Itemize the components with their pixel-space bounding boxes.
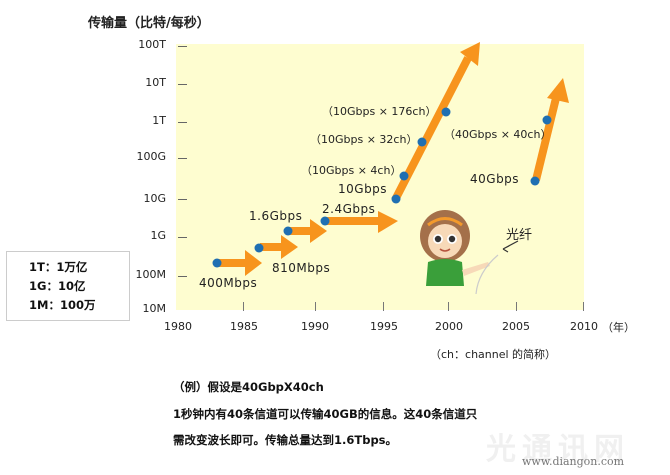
y-tick-mark [178, 237, 187, 238]
example-title: （例）假设是40GbpX40ch [173, 380, 324, 394]
y-tick-mark [178, 122, 187, 123]
watermark-text: 光通讯网 [486, 432, 630, 467]
legend-line-giga: 1G：10亿 [29, 279, 86, 293]
y-tick-label: 10G [143, 192, 166, 205]
x-tick-label: 2005 [502, 320, 530, 333]
x-tick-label: 2010 [570, 320, 598, 333]
y-axis-title: 传输量（比特/每秒） [88, 16, 210, 31]
legend-line-mega: 1M：100万 [29, 298, 96, 312]
wdm-arrow-40g [532, 78, 569, 181]
y-tick-mark [178, 158, 187, 159]
channel-note: （ch：channel 的简称） [430, 348, 557, 361]
y-tick-mark [178, 84, 187, 85]
x-tick-mark [383, 302, 384, 311]
x-axis-unit: （年） [602, 321, 635, 334]
legend-line-tera: 1T：1万亿 [29, 260, 88, 274]
point-label-10gbps-32ch: （10Gbps × 32ch） [310, 133, 418, 146]
point-label-400mbps: 400Mbps [199, 276, 258, 290]
point-label-40gbps-40ch: （40Gbps × 40ch） [444, 128, 552, 141]
x-tick-mark [583, 302, 584, 311]
y-tick-label: 1G [150, 229, 166, 242]
x-tick-mark [315, 302, 316, 311]
girl-character-illustration [420, 210, 519, 295]
x-tick-label: 1980 [164, 320, 192, 333]
y-tick-mark [178, 46, 187, 47]
point-label-1-6gbps: 1.6Gbps [249, 209, 303, 223]
point-label-10gbps: 10Gbps [338, 182, 388, 196]
y-tick-label: 10T [145, 76, 166, 89]
y-tick-mark [178, 276, 187, 277]
data-points [212, 107, 552, 268]
fiber-label: 光纤 [506, 228, 533, 243]
x-tick-mark [243, 302, 244, 311]
point-label-10gbps-4ch: （10Gbps × 4ch） [301, 164, 402, 177]
x-tick-mark [516, 302, 517, 311]
example-line-1: 1秒钟内有40条信道可以传输40GB的信息。这40条信道只 [173, 407, 478, 421]
step-arrows [218, 211, 398, 276]
example-line-2: 需改变波长即可。传输总量达到1.6Tbps。 [173, 433, 398, 447]
y-tick-label: 100T [138, 38, 166, 51]
x-tick-mark [448, 302, 449, 311]
y-tick-label: 10M [142, 302, 167, 315]
point-label-40gbps: 40Gbps [470, 172, 520, 186]
y-tick-label: 100G [136, 150, 166, 163]
y-tick-mark [178, 199, 187, 200]
point-label-2-4gbps: 2.4Gbps [322, 202, 376, 216]
x-tick-label: 1985 [230, 320, 258, 333]
x-tick-label: 2000 [435, 320, 463, 333]
x-tick-label: 1995 [370, 320, 398, 333]
unit-legend: 1T：1万亿 1G：10亿 1M：100万 [6, 251, 130, 321]
x-tick-label: 1990 [301, 320, 329, 333]
point-label-10gbps-176ch: （10Gbps × 176ch） [322, 105, 437, 118]
y-tick-label: 1T [152, 114, 166, 127]
watermark-url: www.diangon.com [522, 455, 625, 468]
y-tick-label: 100M [135, 268, 167, 281]
point-label-810mbps: 810Mbps [272, 261, 331, 275]
